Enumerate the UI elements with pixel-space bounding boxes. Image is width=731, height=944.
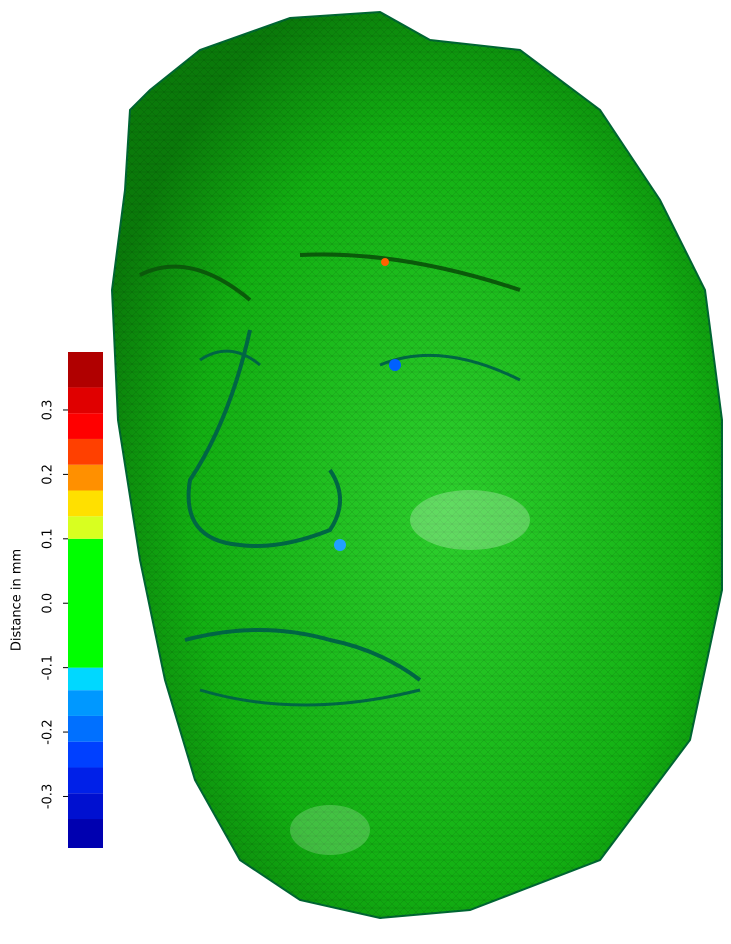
color-bin — [68, 464, 103, 491]
tick-label: 0.3 — [41, 400, 56, 421]
tick-label: -0.3 — [41, 784, 56, 809]
color-bin — [68, 490, 103, 517]
color-bin — [68, 741, 103, 768]
face-mesh — [110, 10, 723, 920]
color-bin — [68, 538, 103, 668]
color-bin — [68, 352, 103, 388]
color-bin — [68, 767, 103, 794]
color-bin — [68, 516, 103, 539]
color-bin — [68, 715, 103, 742]
color-bin — [68, 819, 103, 848]
color-bin — [68, 667, 103, 691]
color-bin — [68, 690, 103, 716]
color-bin — [68, 438, 103, 465]
axis-label: Distance in mm — [10, 549, 25, 651]
color-bin — [68, 387, 103, 414]
tick-label: 0.0 — [41, 593, 56, 614]
tick-label: -0.2 — [41, 719, 56, 744]
color-bin — [68, 793, 103, 820]
tick-label: 0.2 — [41, 464, 56, 485]
tick-label: 0.1 — [41, 528, 56, 549]
color-bin — [68, 413, 103, 439]
tick-label: -0.1 — [41, 655, 56, 680]
